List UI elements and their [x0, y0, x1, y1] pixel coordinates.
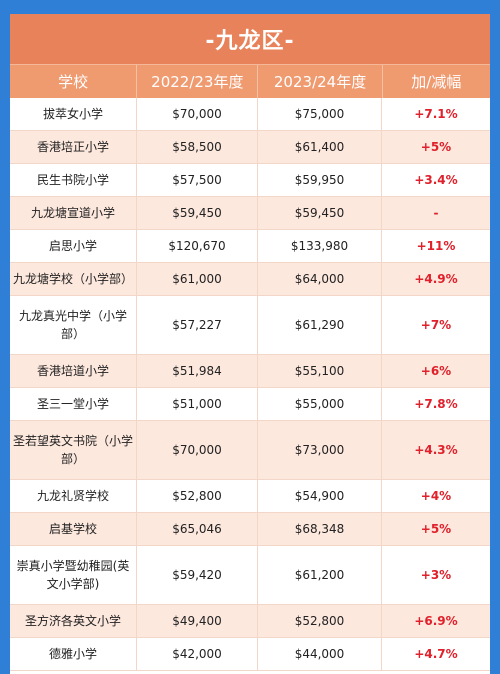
table-header: 学校 2022/23年度 2023/24年度 加/减幅	[10, 64, 490, 98]
school-cell: 拔萃女小学	[10, 98, 137, 130]
fee-2022-23-cell: $65,046	[137, 513, 258, 545]
fee-2023-24-cell: $64,000	[258, 263, 382, 295]
school-cell: 崇真小学暨幼稚园(英文小学部)	[10, 546, 137, 604]
change-cell: -	[433, 206, 439, 220]
table-row: 九龙礼贤学校 $52,800 $54,900 +4%	[10, 480, 490, 513]
fee-2022-23-cell: $51,000	[137, 388, 258, 420]
change-cell: +4%	[420, 489, 452, 503]
fee-2022-23-cell: $49,400	[137, 605, 258, 637]
table-row: 圣若望英文书院（小学部） $70,000 $73,000 +4.3%	[10, 421, 490, 480]
fee-table: -九龙区- 学校 2022/23年度 2023/24年度 加/减幅 拔萃女小学 $…	[10, 14, 490, 674]
fee-2023-24-cell: $52,800	[258, 605, 382, 637]
change-cell: +4.9%	[414, 272, 458, 286]
fee-2022-23-cell: $70,000	[137, 421, 258, 479]
fee-2023-24-cell: $61,200	[258, 546, 382, 604]
school-cell: 九龙礼贤学校	[10, 480, 137, 512]
table-row: 启基学校 $65,046 $68,348 +5%	[10, 513, 490, 546]
fee-2022-23-cell: $52,800	[137, 480, 258, 512]
school-cell: 香港培道小学	[10, 355, 137, 387]
change-cell: +6.9%	[414, 614, 458, 628]
table-title: -九龙区-	[10, 14, 490, 64]
fee-2023-24-cell: $73,000	[258, 421, 382, 479]
school-cell: 启思小学	[10, 230, 137, 262]
school-cell: 民生书院小学	[10, 164, 137, 196]
fee-2023-24-cell: $44,000	[258, 638, 382, 670]
header-school: 学校	[10, 65, 138, 98]
fee-2022-23-cell: $59,420	[137, 546, 258, 604]
table-row: 民生书院小学 $57,500 $59,950 +3.4%	[10, 164, 490, 197]
change-cell: +6%	[420, 364, 452, 378]
table-row: 德雅小学 $42,000 $44,000 +4.7%	[10, 638, 490, 671]
table-row: 香港培正小学 $58,500 $61,400 +5%	[10, 131, 490, 164]
fee-2022-23-cell: $58,500	[137, 131, 258, 163]
table-body: 拔萃女小学 $70,000 $75,000 +7.1% 香港培正小学 $58,500 $61…	[10, 98, 490, 671]
fee-2023-24-cell: $75,000	[258, 98, 382, 130]
school-cell: 启基学校	[10, 513, 137, 545]
change-cell: +3%	[420, 568, 452, 582]
fee-2023-24-cell: $54,900	[258, 480, 382, 512]
fee-2023-24-cell: $55,100	[258, 355, 382, 387]
school-cell: 圣三一堂小学	[10, 388, 137, 420]
header-fee-2023-24: 2023/24年度	[258, 65, 383, 98]
table-row: 崇真小学暨幼稚园(英文小学部) $59,420 $61,200 +3%	[10, 546, 490, 605]
table-row: 圣方济各英文小学 $49,400 $52,800 +6.9%	[10, 605, 490, 638]
header-fee-2022-23: 2022/23年度	[137, 65, 259, 98]
fee-2022-23-cell: $57,500	[137, 164, 258, 196]
fee-2023-24-cell: $61,400	[258, 131, 382, 163]
table-row: 启思小学 $120,670 $133,980 +11%	[10, 230, 490, 263]
fee-2023-24-cell: $61,290	[258, 296, 382, 354]
change-cell: +5%	[420, 522, 452, 536]
table-row: 拔萃女小学 $70,000 $75,000 +7.1%	[10, 98, 490, 131]
table-row: 九龙塘学校（小学部） $61,000 $64,000 +4.9%	[10, 263, 490, 296]
fee-2023-24-cell: $68,348	[258, 513, 382, 545]
fee-2022-23-cell: $120,670	[137, 230, 258, 262]
table-row: 九龙塘宣道小学 $59,450 $59,450-	[10, 197, 490, 230]
school-cell: 圣若望英文书院（小学部）	[10, 421, 137, 479]
table-row: 九龙真光中学（小学部） $57,227 $61,290 +7%	[10, 296, 490, 355]
change-cell: +11%	[416, 239, 456, 253]
change-cell: +5%	[420, 140, 452, 154]
fee-2023-24-cell: $59,950	[258, 164, 382, 196]
change-cell: +4.7%	[414, 647, 458, 661]
fee-2022-23-cell: $61,000	[137, 263, 258, 295]
change-cell: +7.8%	[414, 397, 458, 411]
school-cell: 香港培正小学	[10, 131, 137, 163]
fee-2022-23-cell: $51,984	[137, 355, 258, 387]
school-cell: 九龙塘宣道小学	[10, 197, 137, 229]
fee-2022-23-cell: $59,450	[137, 197, 258, 229]
school-cell: 德雅小学	[10, 638, 137, 670]
school-cell: 圣方济各英文小学	[10, 605, 137, 637]
fee-2023-24-cell: $133,980	[258, 230, 382, 262]
fee-2023-24-cell: $55,000	[258, 388, 382, 420]
fee-2022-23-cell: $70,000	[137, 98, 258, 130]
fee-2022-23-cell: $42,000	[137, 638, 258, 670]
change-cell: +3.4%	[414, 173, 458, 187]
school-cell: 九龙塘学校（小学部）	[10, 263, 137, 295]
fee-2023-24-cell: $59,450	[258, 197, 382, 229]
table-row: 香港培道小学 $51,984 $55,100 +6%	[10, 355, 490, 388]
change-cell: +4.3%	[414, 443, 458, 457]
table-row: 圣三一堂小学 $51,000 $55,000 +7.8%	[10, 388, 490, 421]
fee-2022-23-cell: $57,227	[137, 296, 258, 354]
header-change: 加/减幅	[411, 73, 462, 91]
school-cell: 九龙真光中学（小学部）	[10, 296, 137, 354]
change-cell: +7.1%	[414, 107, 458, 121]
change-cell: +7%	[420, 318, 452, 332]
